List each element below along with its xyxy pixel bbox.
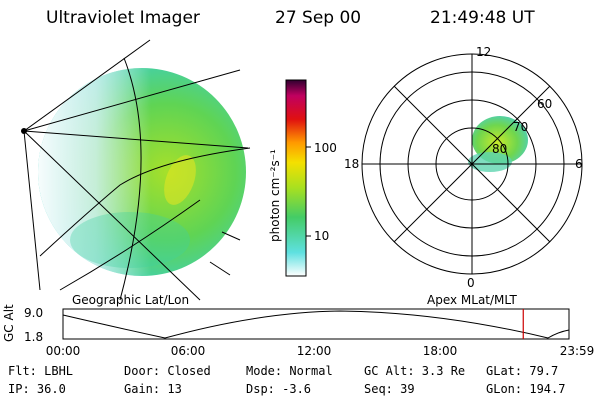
info-dsp: Dsp: -3.6 [246, 382, 312, 396]
info-glat: GLat: 79.7 [486, 364, 559, 378]
time-label: 21:49:48 UT [430, 8, 535, 28]
lat-label-60: 60 [537, 97, 553, 111]
info-door: Door: Closed [124, 364, 211, 378]
date-label: 27 Sep 00 [275, 8, 362, 28]
timeline-plot [62, 308, 570, 340]
timeline-xtick-1800: 18:00 [422, 344, 458, 358]
info-gain: Gain: 13 [124, 382, 182, 396]
colorbar-unit-label: photon cm⁻²s⁻¹ [268, 149, 282, 242]
geo-caption: Geographic Lat/Lon [72, 293, 190, 307]
mlt-label-12: 12 [476, 45, 492, 59]
info-seq: Seq: 39 [364, 382, 415, 396]
pole-marker [21, 128, 27, 134]
info-mode: Mode: Normal [246, 364, 333, 378]
mlt-label-6: 6 [575, 157, 583, 171]
mlt-label-0: 0 [467, 276, 475, 290]
colorbar-tick-10: 10 [314, 229, 330, 243]
timeline-xtick-2359: 23:59 [559, 344, 595, 358]
info-ip: IP: 36.0 [8, 382, 66, 396]
timeline-xtick-1200: 12:00 [296, 344, 332, 358]
info-glon: GLon: 194.7 [486, 382, 566, 396]
polar-caption: Apex MLat/MLT [427, 293, 517, 307]
mlt-label-18: 18 [344, 157, 360, 171]
lat-label-70: 70 [513, 120, 529, 134]
info-filter: Flt: LBHL [8, 364, 74, 378]
polar-plot [361, 53, 583, 275]
timeline-ytick-1.8: 1.8 [24, 330, 44, 344]
info-gc-alt: GC Alt: 3.3 Re [364, 364, 466, 378]
colorbar [285, 79, 311, 277]
timeline-ylabel: GC Alt [2, 304, 16, 342]
timeline-ytick-9: 9.0 [24, 306, 44, 320]
geographic-image [21, 39, 251, 301]
instrument-title: Ultraviolet Imager [46, 8, 200, 28]
colorbar-tick-100: 100 [314, 141, 337, 155]
timeline-xtick-0000: 00:00 [45, 344, 81, 358]
lat-label-80: 80 [492, 142, 508, 156]
timeline-xtick-0600: 06:00 [170, 344, 206, 358]
